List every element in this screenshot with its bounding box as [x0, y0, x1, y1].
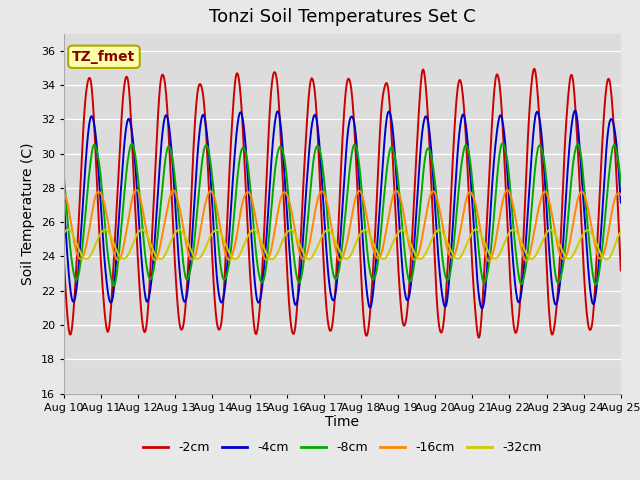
- -4cm: [267, 165, 275, 170]
- -8cm: [60, 176, 68, 181]
- -2cm: [475, 335, 483, 341]
- -2cm: [531, 66, 538, 72]
- -16cm: [133, 188, 141, 193]
- -16cm: [617, 192, 625, 198]
- -8cm: [499, 141, 506, 146]
- -4cm: [60, 200, 68, 206]
- -16cm: [208, 190, 216, 195]
- -16cm: [348, 213, 356, 219]
- -16cm: [582, 196, 589, 202]
- -32cm: [463, 241, 471, 247]
- Line: -8cm: -8cm: [64, 144, 621, 286]
- Line: -32cm: -32cm: [64, 229, 621, 259]
- -4cm: [478, 305, 486, 311]
- -16cm: [485, 258, 493, 264]
- -8cm: [463, 144, 471, 149]
- -8cm: [348, 150, 356, 156]
- -8cm: [208, 173, 216, 179]
- -8cm: [582, 202, 589, 207]
- -2cm: [582, 298, 589, 304]
- -4cm: [208, 191, 216, 196]
- -32cm: [267, 256, 275, 262]
- Line: -16cm: -16cm: [64, 190, 621, 261]
- Legend: -2cm, -4cm, -8cm, -16cm, -32cm: -2cm, -4cm, -8cm, -16cm, -32cm: [138, 436, 547, 459]
- -2cm: [267, 91, 275, 97]
- -4cm: [463, 128, 470, 133]
- -32cm: [348, 250, 356, 256]
- Line: -2cm: -2cm: [64, 69, 621, 338]
- -2cm: [133, 235, 141, 241]
- -4cm: [617, 200, 625, 205]
- -16cm: [463, 193, 471, 199]
- -32cm: [60, 230, 68, 236]
- -32cm: [582, 228, 589, 234]
- Y-axis label: Soil Temperature (C): Soil Temperature (C): [21, 143, 35, 285]
- -16cm: [132, 187, 140, 193]
- -16cm: [60, 190, 68, 196]
- Title: Tonzi Soil Temperatures Set C: Tonzi Soil Temperatures Set C: [209, 9, 476, 26]
- -32cm: [208, 231, 216, 237]
- X-axis label: Time: Time: [325, 415, 360, 430]
- -8cm: [268, 205, 275, 211]
- -8cm: [133, 169, 141, 175]
- -4cm: [571, 108, 579, 113]
- -2cm: [617, 267, 625, 273]
- -16cm: [268, 245, 275, 251]
- -32cm: [133, 232, 141, 238]
- -4cm: [348, 114, 355, 120]
- -8cm: [617, 180, 625, 186]
- Text: TZ_fmet: TZ_fmet: [72, 50, 136, 64]
- -32cm: [305, 256, 312, 262]
- -8cm: [109, 283, 117, 289]
- -2cm: [463, 145, 470, 151]
- -4cm: [582, 231, 589, 237]
- -32cm: [617, 229, 625, 235]
- Line: -4cm: -4cm: [64, 110, 621, 308]
- -32cm: [472, 227, 479, 232]
- -2cm: [60, 257, 68, 263]
- -4cm: [133, 183, 141, 189]
- -2cm: [348, 87, 355, 93]
- -2cm: [208, 241, 216, 247]
